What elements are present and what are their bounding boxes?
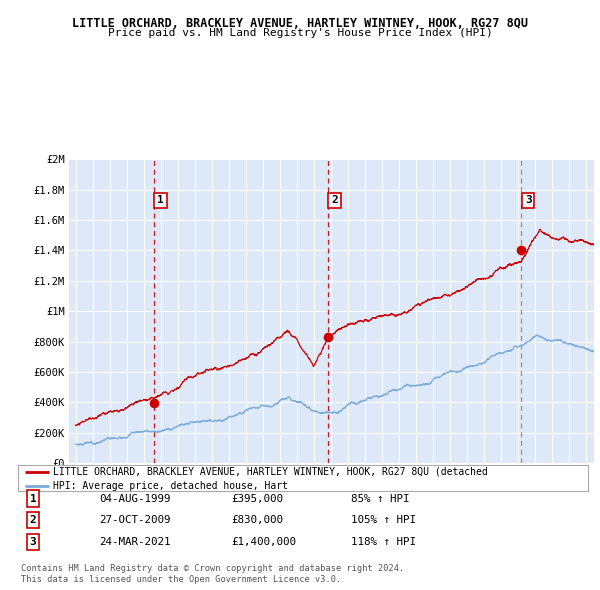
Text: £830,000: £830,000 <box>231 516 283 525</box>
Text: This data is licensed under the Open Government Licence v3.0.: This data is licensed under the Open Gov… <box>21 575 341 584</box>
Text: 1: 1 <box>29 494 37 503</box>
Text: 118% ↑ HPI: 118% ↑ HPI <box>351 537 416 547</box>
Text: LITTLE ORCHARD, BRACKLEY AVENUE, HARTLEY WINTNEY, HOOK, RG27 8QU: LITTLE ORCHARD, BRACKLEY AVENUE, HARTLEY… <box>72 17 528 30</box>
Text: 2: 2 <box>331 195 338 205</box>
Text: 105% ↑ HPI: 105% ↑ HPI <box>351 516 416 525</box>
Text: Contains HM Land Registry data © Crown copyright and database right 2024.: Contains HM Land Registry data © Crown c… <box>21 565 404 573</box>
Text: 24-MAR-2021: 24-MAR-2021 <box>99 537 170 547</box>
Text: 27-OCT-2009: 27-OCT-2009 <box>99 516 170 525</box>
Text: 3: 3 <box>525 195 532 205</box>
Text: HPI: Average price, detached house, Hart: HPI: Average price, detached house, Hart <box>53 481 289 491</box>
Text: 2: 2 <box>29 516 37 525</box>
Text: £1,400,000: £1,400,000 <box>231 537 296 547</box>
Text: 1: 1 <box>157 195 164 205</box>
Text: £395,000: £395,000 <box>231 494 283 503</box>
Text: 3: 3 <box>29 537 37 547</box>
Text: 85% ↑ HPI: 85% ↑ HPI <box>351 494 409 503</box>
Text: Price paid vs. HM Land Registry's House Price Index (HPI): Price paid vs. HM Land Registry's House … <box>107 28 493 38</box>
Text: 04-AUG-1999: 04-AUG-1999 <box>99 494 170 503</box>
Text: LITTLE ORCHARD, BRACKLEY AVENUE, HARTLEY WINTNEY, HOOK, RG27 8QU (detached: LITTLE ORCHARD, BRACKLEY AVENUE, HARTLEY… <box>53 467 488 477</box>
